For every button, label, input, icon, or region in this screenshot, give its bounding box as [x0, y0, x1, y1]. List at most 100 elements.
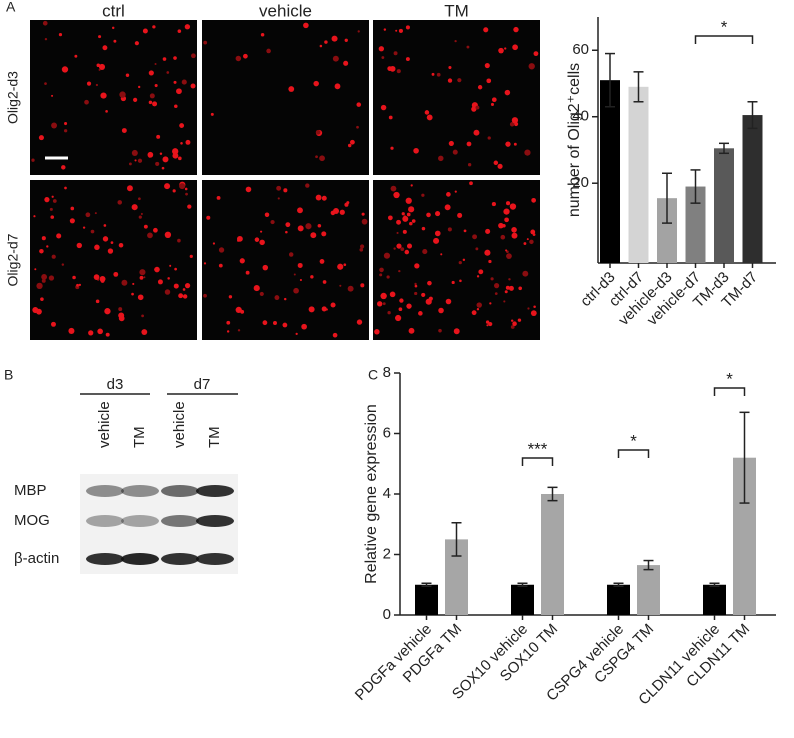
cell: [39, 248, 44, 254]
cell: [70, 206, 75, 211]
cell: [138, 197, 141, 201]
cell: [360, 244, 365, 249]
cell: [105, 110, 108, 113]
cell: [390, 146, 394, 150]
cell: [98, 63, 106, 70]
cell: [398, 269, 401, 273]
cell: [390, 185, 397, 192]
cell: [319, 259, 325, 264]
cell: [187, 204, 192, 209]
cell: [235, 306, 242, 313]
cell: [334, 83, 341, 90]
y-axis-label: Relative gene expression: [363, 404, 380, 584]
cell: [137, 158, 143, 163]
cell: [448, 65, 452, 70]
bar: [628, 86, 649, 263]
cell: [321, 231, 327, 237]
cell: [393, 247, 396, 250]
cell: [494, 292, 498, 296]
cell: [508, 285, 514, 291]
cell: [299, 278, 303, 282]
cell: [128, 162, 132, 166]
cell: [285, 222, 291, 228]
cell: [61, 66, 69, 73]
cell: [438, 328, 442, 333]
cell: [484, 249, 491, 256]
cell: [98, 35, 102, 39]
cell: [331, 35, 338, 42]
micrograph: [202, 20, 369, 175]
cell: [94, 212, 97, 215]
cell: [283, 188, 288, 193]
cell: [387, 215, 393, 221]
cell: [105, 332, 110, 337]
cell: [398, 28, 403, 33]
cell: [159, 152, 163, 156]
cell: [148, 70, 154, 76]
cell: [216, 195, 221, 200]
cell: [48, 275, 55, 281]
cell: [42, 20, 48, 26]
cell: [511, 117, 519, 124]
column-header: TM: [444, 1, 469, 20]
cell: [31, 158, 35, 162]
cell: [431, 72, 435, 76]
cell: [493, 160, 499, 166]
cell: [118, 242, 124, 248]
cell: [84, 99, 89, 105]
cell: [61, 165, 66, 170]
cell: [152, 25, 156, 29]
cell: [494, 283, 500, 289]
band: [86, 515, 124, 527]
cell: [74, 54, 78, 58]
significance-label: *: [726, 369, 733, 388]
cell: [164, 183, 171, 190]
cell: [453, 328, 460, 335]
cell: [266, 48, 271, 54]
y-tick-label: 40: [572, 108, 589, 125]
cell: [254, 237, 260, 242]
cell: [489, 302, 492, 305]
cell: [176, 88, 182, 95]
cell: [138, 215, 142, 219]
cell: [288, 252, 294, 257]
western-blot: d3 d7 vehicle TM vehicle TM MBP MOG β-actin: [14, 376, 238, 574]
cell: [143, 224, 148, 229]
cell: [510, 319, 514, 322]
cell: [505, 141, 511, 147]
y-tick-label: 4: [383, 485, 391, 502]
cell: [473, 129, 480, 136]
cell: [324, 40, 328, 44]
cell: [153, 227, 158, 233]
cell: [458, 260, 462, 265]
cell: [531, 197, 536, 203]
band: [121, 515, 159, 527]
cell: [422, 249, 428, 255]
cell: [434, 230, 441, 237]
cell: [393, 51, 398, 56]
cell: [387, 311, 391, 315]
band: [161, 485, 199, 497]
cell: [190, 83, 196, 89]
cell: [476, 302, 482, 308]
cell: [414, 284, 418, 288]
cell: [297, 225, 304, 232]
panel-label: A: [6, 0, 16, 15]
cell: [161, 166, 165, 170]
bar: [742, 115, 763, 263]
cell: [245, 186, 252, 193]
cell: [226, 320, 231, 325]
cell: [504, 290, 508, 294]
cell: [530, 229, 536, 235]
cell: [125, 73, 130, 77]
cell: [157, 279, 163, 285]
cell: [396, 231, 399, 235]
cell: [505, 249, 508, 252]
significance-bracket: [521, 457, 554, 466]
cell: [347, 143, 352, 148]
cell: [343, 60, 349, 66]
cell: [317, 223, 322, 228]
cell: [169, 264, 172, 267]
cell: [332, 55, 339, 62]
cell: [95, 299, 100, 304]
